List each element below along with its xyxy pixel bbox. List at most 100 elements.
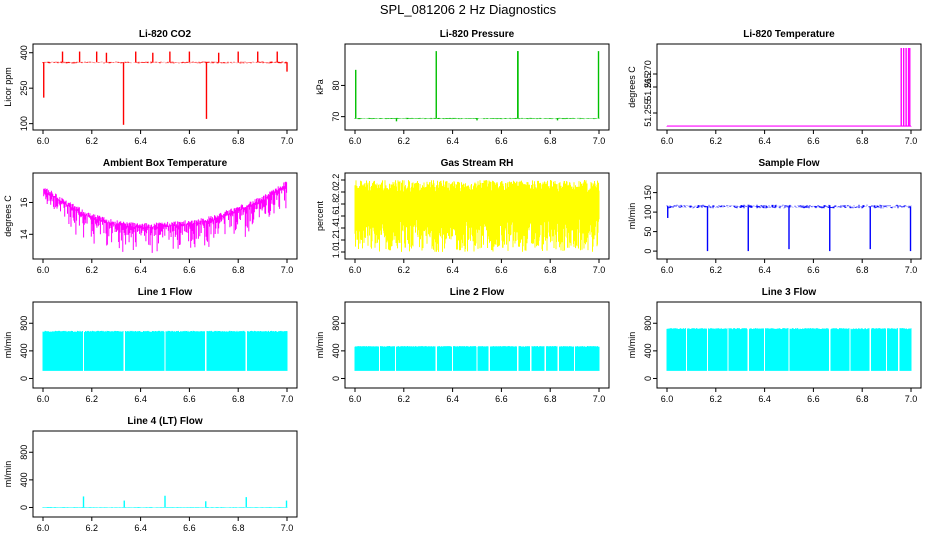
x-tick-label: 6.8 (232, 394, 245, 404)
y-axis: 0 400 800 (19, 316, 33, 381)
y-tick-label: 100 (19, 116, 29, 131)
panel-title: Line 2 Flow (450, 287, 505, 298)
x-tick-label: 6.2 (86, 523, 99, 533)
figure-title: SPL_081206 2 Hz Diagnostics (380, 2, 557, 17)
series-line3 (666, 328, 912, 371)
x-tick-label: 6.6 (807, 265, 820, 275)
x-tick-label: 6.2 (710, 265, 723, 275)
x-axis: 6.0 6.2 6.4 6.6 6.8 7.0 (349, 388, 605, 404)
panel-line4: Line 4 (LT) Flow 6.0 6.2 6.4 6.6 6.8 7.0 0 400 80… (3, 416, 298, 533)
y-axis: 0 50 100 150 (643, 185, 657, 254)
panel-title: Ambient Box Temperature (103, 158, 228, 169)
y-tick-label: 400 (19, 343, 29, 358)
y-tick-label: 1.0 (331, 246, 341, 259)
series-body (42, 330, 288, 371)
x-tick-label: 6.4 (446, 394, 459, 404)
y-axis-label: degrees C (3, 195, 13, 237)
y-tick-label: 400 (19, 472, 29, 487)
x-tick-label: 6.0 (37, 136, 50, 146)
x-tick-label: 6.8 (856, 394, 869, 404)
y-tick-label: 800 (643, 316, 653, 331)
x-axis: 6.0 6.2 6.4 6.6 6.8 7.0 (661, 259, 918, 275)
y-tick-label: 1.2 (331, 234, 341, 247)
y-tick-label: 400 (19, 45, 29, 60)
plot-frame (32, 430, 298, 518)
x-tick-label: 6.2 (710, 136, 723, 146)
panels: Li-820 CO2 6.0 6.2 6.4 6.6 6.8 7.0 100 250 400 Lic… (3, 29, 922, 533)
y-axis: 0 400 800 (331, 316, 345, 381)
series-line1 (42, 330, 288, 371)
y-tick-label: 150 (643, 185, 653, 200)
x-tick-label: 6.6 (495, 265, 508, 275)
y-axis-label: Licor ppm (3, 67, 13, 107)
x-tick-label: 7.0 (905, 394, 918, 404)
x-axis: 6.0 6.2 6.4 6.6 6.8 7.0 (37, 517, 293, 533)
x-tick-label: 6.4 (446, 265, 459, 275)
x-tick-label: 7.0 (593, 265, 606, 275)
y-axis: 70 80 (331, 80, 345, 122)
y-tick-label: 400 (331, 343, 341, 358)
x-tick-label: 6.6 (183, 394, 196, 404)
x-tick-label: 6.4 (134, 394, 147, 404)
x-tick-label: 6.4 (446, 136, 459, 146)
x-tick-label: 6.8 (856, 136, 869, 146)
y-axis: 1.01.21.41.61.82.02.2 (331, 174, 345, 259)
y-axis-label: degrees C (627, 66, 637, 108)
y-axis-label: percent (315, 200, 325, 231)
y-axis: 0 400 800 (19, 445, 33, 510)
series-body (42, 181, 288, 253)
y-axis: 100 250 400 (19, 45, 33, 131)
series-line2 (354, 346, 600, 371)
panel-line2: Line 2 Flow 6.0 6.2 6.4 6.6 6.8 7.0 0 400 800 ml/m… (315, 287, 610, 404)
y-tick-label: 0 (19, 505, 29, 510)
panel-temperature: Li-820 Temperature 6.0 6.2 6.4 6.6 6.8 7.0 51.2… (627, 29, 922, 146)
plot-frame (32, 43, 298, 131)
y-tick-label: 400 (643, 343, 653, 358)
x-axis: 6.0 6.2 6.4 6.6 6.8 7.0 (349, 259, 606, 275)
y-axis-label: ml/min (3, 332, 13, 359)
series-rh (354, 180, 600, 252)
y-tick-label: 14 (19, 229, 29, 239)
plot-frame (32, 172, 298, 260)
series-boxtemp (42, 181, 288, 253)
y-tick-label: 0 (643, 376, 653, 381)
panel-pressure: Li-820 Pressure 6.0 6.2 6.4 6.6 6.8 7.0 70 80 kPa (315, 29, 610, 146)
y-tick-label: 51.270 (643, 60, 653, 88)
x-tick-label: 6.4 (758, 265, 771, 275)
y-axis-label: ml/min (627, 332, 637, 359)
x-tick-label: 6.0 (37, 523, 50, 533)
x-tick-label: 7.0 (905, 265, 918, 275)
y-tick-label: 2.0 (331, 186, 341, 199)
x-tick-label: 6.6 (183, 265, 196, 275)
x-tick-label: 7.0 (905, 136, 918, 146)
x-tick-label: 6.4 (134, 265, 147, 275)
y-tick-label: 1.4 (331, 222, 341, 235)
y-tick-label: 70 (331, 112, 341, 122)
panel-title: Line 3 Flow (762, 287, 817, 298)
y-tick-label: 16 (19, 197, 29, 207)
panel-title: Gas Stream RH (441, 158, 514, 169)
y-tick-label: 800 (331, 316, 341, 331)
x-axis: 6.0 6.2 6.4 6.6 6.8 7.0 (37, 130, 293, 146)
y-tick-label: 800 (19, 316, 29, 331)
panel-boxtemp: Ambient Box Temperature 6.0 6.2 6.4 6.6 6.8 7.… (3, 158, 298, 275)
x-tick-label: 6.0 (37, 394, 50, 404)
x-tick-label: 6.4 (758, 394, 771, 404)
y-tick-label: 51.255 (643, 99, 653, 127)
plot-frame (32, 301, 298, 389)
panel-title: Line 4 (LT) Flow (127, 416, 203, 427)
x-tick-label: 6.2 (398, 394, 411, 404)
y-tick-label: 0 (19, 376, 29, 381)
series-pressure (354, 51, 600, 122)
y-axis-label: ml/min (315, 332, 325, 359)
y-axis: 14 16 (19, 197, 33, 239)
panel-sampleflow: Sample Flow 6.0 6.2 6.4 6.6 6.8 7.0 0 50 100 150 ml… (627, 158, 922, 275)
series-temperature (666, 48, 912, 127)
plot-frame (656, 301, 922, 389)
series-body (354, 180, 600, 252)
x-tick-label: 6.8 (544, 394, 557, 404)
x-axis: 6.0 6.2 6.4 6.6 6.8 7.0 (349, 130, 605, 146)
series-body (354, 346, 600, 371)
x-tick-label: 6.8 (544, 136, 557, 146)
y-tick-label: 50 (643, 227, 653, 237)
